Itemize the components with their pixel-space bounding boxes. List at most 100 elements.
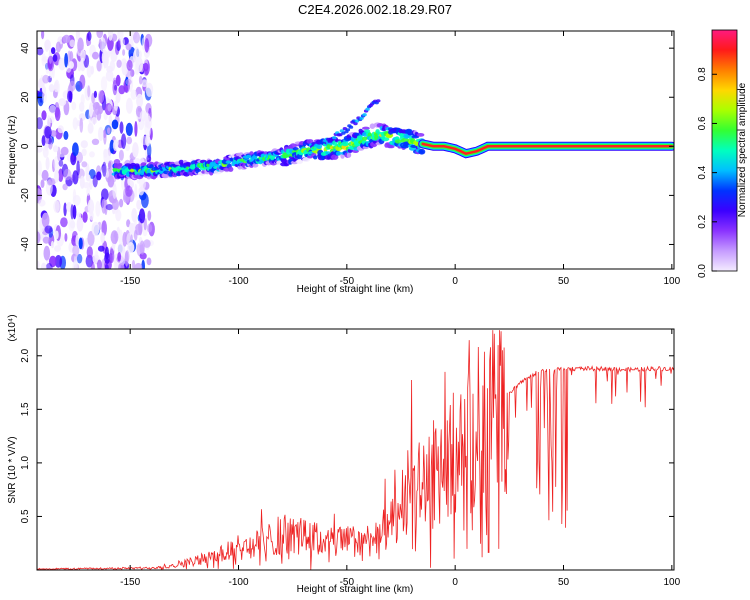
noise-speckle <box>107 127 110 134</box>
noise-speckle <box>136 200 141 210</box>
spectrogram-xtick-label: 100 <box>663 276 680 287</box>
noise-speckle <box>126 79 132 85</box>
noise-speckle <box>147 258 152 266</box>
noise-speckle <box>134 184 137 198</box>
noise-speckle <box>80 118 84 133</box>
noise-speckle <box>51 241 54 248</box>
noise-speckle <box>132 142 139 157</box>
noise-speckle <box>77 217 84 232</box>
snr-y-axis-label: SNR (10 * V/V) <box>7 436 18 503</box>
snr-xtick-label: 100 <box>663 577 680 588</box>
noise-speckle <box>35 146 42 153</box>
branch-blob <box>362 113 366 116</box>
noise-speckle <box>63 35 71 43</box>
snr-ytick-label: 1.0 <box>20 456 31 470</box>
noise-speckle <box>98 127 104 141</box>
noise-speckle <box>106 204 113 210</box>
noise-speckle <box>119 150 124 161</box>
snr-ytick-label: 1.5 <box>20 402 31 416</box>
noise-speckle <box>93 102 100 109</box>
noise-speckle <box>44 126 51 138</box>
noise-speckle <box>98 246 105 252</box>
colorbar-scale <box>712 30 737 271</box>
noise-speckle <box>42 170 49 181</box>
noise-speckle <box>126 98 133 114</box>
spectrogram-ytick-label: -20 <box>20 188 31 203</box>
snr-xtick-label: 50 <box>558 577 570 588</box>
noise-speckle <box>139 76 143 85</box>
snr-xtick-label: 0 <box>452 577 458 588</box>
noise-speckle <box>119 199 123 208</box>
noise-speckle <box>80 50 86 62</box>
spectrogram-ytick-label: 0 <box>20 143 31 149</box>
noise-speckle <box>133 32 140 44</box>
noise-speckle <box>126 123 133 136</box>
noise-speckle <box>88 110 91 125</box>
noise-speckle <box>45 226 53 234</box>
ridge-blob <box>362 127 370 130</box>
noise-speckle <box>63 131 68 140</box>
noise-speckle <box>136 94 143 108</box>
noise-speckle <box>79 75 85 89</box>
figure-canvas: -150 -100 -50 0 50 100-40-2002040 Height of s… <box>0 0 750 600</box>
spectrogram-ytick-label: -40 <box>20 237 31 252</box>
noise-speckle <box>144 38 149 53</box>
noise-speckle <box>56 42 61 53</box>
ridge-blob <box>313 155 317 159</box>
ridge-blob <box>417 133 425 137</box>
noise-speckle <box>95 250 99 263</box>
spectrogram-plot: -150 -100 -50 0 50 100 -40 -20 0 20 40 Height of s… <box>7 25 681 295</box>
spectrogram-ytick-label: 20 <box>20 91 31 103</box>
noise-speckle <box>46 157 50 170</box>
noise-speckle <box>102 162 106 177</box>
noise-speckle <box>94 91 97 98</box>
noise-speckle <box>69 61 74 69</box>
ridge-blob <box>228 167 233 172</box>
snr-xtick-label: -100 <box>228 577 248 588</box>
noise-speckle <box>63 169 71 180</box>
noise-speckle <box>97 60 102 71</box>
noise-speckle <box>125 251 129 267</box>
snr-x-axis-label: Height of straight line (km) <box>297 584 414 595</box>
noise-speckle <box>125 186 133 197</box>
colorbar-tick-label: 0.4 <box>697 165 708 179</box>
ridge-blob <box>347 153 351 158</box>
noise-speckle <box>54 170 59 183</box>
noise-speckle <box>143 63 148 72</box>
noise-speckle <box>86 174 91 181</box>
noise-speckle <box>103 52 109 68</box>
noise-speckle <box>86 188 90 196</box>
noise-speckle <box>58 125 64 133</box>
noise-speckle <box>96 171 101 180</box>
noise-speckle <box>42 213 50 228</box>
noise-speckle <box>108 176 115 188</box>
noise-speckle <box>81 140 88 148</box>
colorbar-label: Normalized spectral amplitude <box>737 82 748 217</box>
colorbar-tick-label: 0.6 <box>697 116 708 130</box>
snr-scale-label: (x10⁴) <box>7 314 18 341</box>
noise-speckle <box>44 246 51 261</box>
noise-speckle <box>79 102 84 112</box>
noise-speckle <box>53 200 59 212</box>
ridge-blob <box>342 141 349 146</box>
noise-speckle <box>111 230 119 244</box>
noise-speckle <box>109 253 113 263</box>
snr-plot: -150 -100 -50 0 50 100 0.5 1.0 1.5 2.0 Height of … <box>7 314 681 595</box>
noise-speckle <box>139 208 145 223</box>
noise-speckle <box>131 90 137 100</box>
noise-speckle <box>72 170 78 184</box>
spectrogram-xtick-label: 50 <box>558 276 570 287</box>
noise-speckle <box>61 147 69 156</box>
noise-speckle <box>58 98 66 106</box>
noise-speckle <box>71 204 74 220</box>
noise-speckle <box>79 238 83 250</box>
noise-speckle <box>41 110 46 120</box>
noise-speckle <box>71 102 76 110</box>
noise-speckle <box>99 39 102 50</box>
branch-blob <box>349 126 353 129</box>
noise-speckle <box>134 47 139 58</box>
noise-speckle <box>59 160 64 167</box>
noise-speckle <box>146 83 154 97</box>
noise-speckle <box>64 233 67 242</box>
colorbar: 0.0 0.2 0.4 0.6 0.8 Normalized spectral ampl… <box>697 30 748 278</box>
